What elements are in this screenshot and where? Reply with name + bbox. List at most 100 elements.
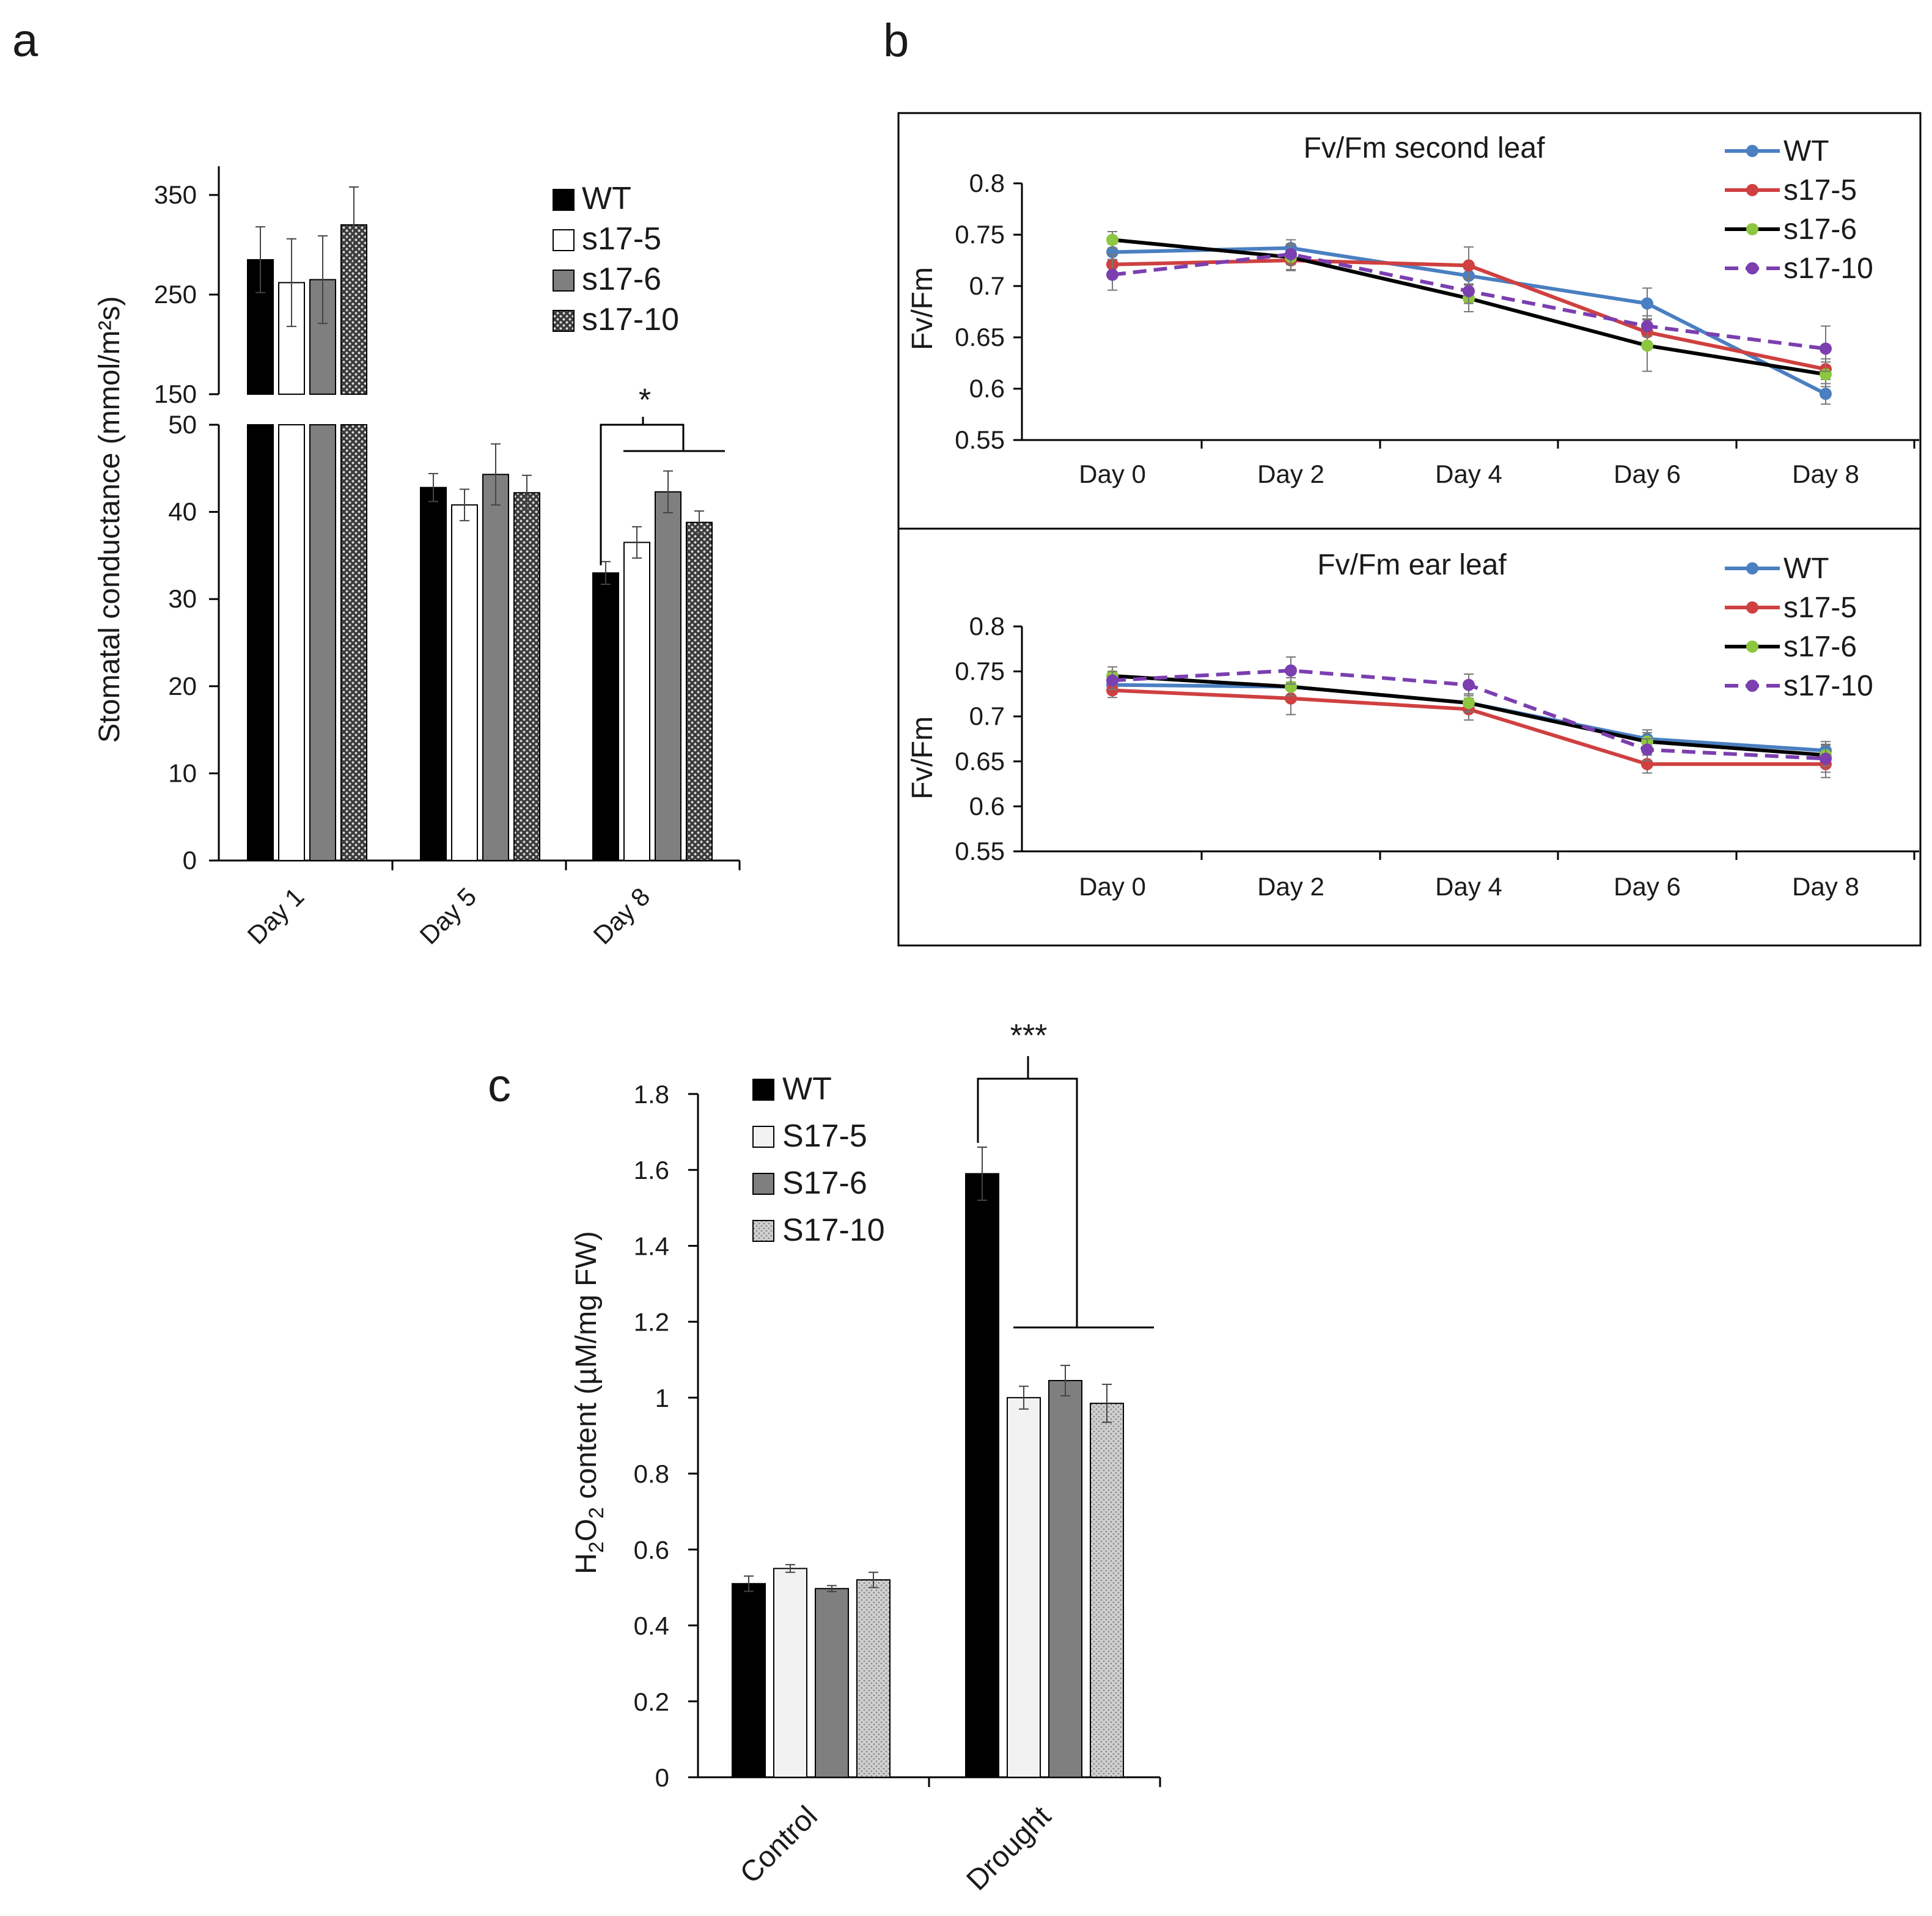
a-bar-s17-6-day-1-lower (309, 424, 336, 861)
b1-x-label-day-4: Day 4 (1435, 460, 1502, 488)
a-x-label-day-5: Day 5 (414, 882, 482, 950)
b2-y-tick-label: 0.75 (955, 657, 1005, 686)
b2-legend-marker-s17-10 (1746, 680, 1758, 692)
b2-x-label-day-4: Day 4 (1435, 872, 1502, 901)
c-x-label-drought: Drought (961, 1800, 1057, 1896)
b1-point-s17-6 (1641, 339, 1653, 352)
c-legend-label-s17-10: S17-10 (782, 1213, 885, 1248)
b1-x-label-day-0: Day 0 (1079, 460, 1146, 488)
a-bar-s17-6-day-8 (655, 491, 681, 861)
c-bar-s17-6-drought (1048, 1379, 1082, 1778)
b1-x-label-day-6: Day 6 (1614, 460, 1681, 488)
c-ylabel-sub2: 2 (585, 1507, 608, 1519)
b1-point-s17-10 (1463, 285, 1475, 298)
a-bar-s17-5-day-5 (451, 504, 478, 861)
chart-a: Stomatal conductance (mmol/m²s) 0 10 20 30 4… (94, 166, 741, 950)
b1-y-axis-label: Fv/Fm (906, 267, 939, 350)
a-errorbar (287, 238, 296, 328)
b2-y-tick-label: 0.55 (955, 837, 1005, 865)
a-y-tick-label: 150 (154, 380, 197, 408)
b1-legend-label-s17-5: s17-5 (1783, 174, 1857, 207)
c-errorbar (785, 1564, 795, 1573)
b1-y-tick-label: 0.6 (969, 374, 1005, 403)
b2-legend-marker-s17-6 (1746, 641, 1758, 653)
b1-y-tick-label: 0.55 (955, 425, 1005, 454)
b1-title: Fv/Fm second leaf (1304, 132, 1545, 164)
b1-point-s17-10 (1820, 342, 1832, 355)
b1-point-wt (1820, 387, 1832, 400)
a-x-label-day-1: Day 1 (242, 882, 310, 950)
a-legend-label-s17-5: s17-5 (582, 221, 661, 257)
a-errorbar (428, 472, 438, 502)
a-significance-marker: * (639, 383, 651, 418)
c-legend-swatch-s17-5 (752, 1126, 774, 1148)
b1-point-s17-5 (1463, 259, 1475, 272)
b1-point-wt (1641, 297, 1653, 310)
c-legend-swatch-s17-10 (752, 1220, 774, 1242)
a-errorbar (349, 186, 359, 263)
b2-x-label-day-2: Day 2 (1257, 872, 1324, 901)
b1-legend-label-s17-6: s17-6 (1783, 213, 1857, 246)
b1-legend-marker-s17-5 (1746, 184, 1758, 196)
b1-legend-label-s17-10: s17-10 (1783, 252, 1873, 285)
b2-x-label-day-0: Day 0 (1079, 872, 1146, 901)
a-errorbar (694, 510, 704, 535)
c-bar-s17-5-drought (1007, 1397, 1041, 1778)
b1-frame (897, 112, 1922, 530)
chart-b-second-leaf: Fv/Fm second leaf Fv/Fm 0.8 0.75 0.7 0.65 0.… (906, 132, 1919, 488)
a-bar-s17-5-day-1-lower (278, 424, 305, 861)
c-bar-wt-drought (965, 1173, 999, 1778)
b2-point-s17-5 (1106, 684, 1118, 697)
a-bar-wt-day-1-lower (247, 424, 274, 861)
a-errorbar (491, 443, 501, 506)
a-bar-wt-day-8 (592, 572, 619, 861)
a-errorbar (318, 235, 328, 325)
b2-y-axis-label: Fv/Fm (906, 716, 939, 799)
a-y-tick-label: 20 (168, 672, 197, 700)
b1-point-s17-10 (1106, 268, 1118, 281)
b1-legend-marker-wt (1746, 145, 1758, 157)
b1-legend-marker-s17-6 (1746, 223, 1758, 235)
b2-y-tick-label: 0.8 (969, 612, 1005, 641)
a-y-tick-label: 10 (168, 758, 197, 787)
a-y-tick-label: 350 (154, 180, 197, 209)
b1-y-tick-label: 0.65 (955, 323, 1005, 351)
c-errorbar (744, 1575, 754, 1592)
b1-legend-marker-s17-10 (1746, 262, 1758, 274)
a-bar-wt-day-5 (420, 486, 447, 861)
a-legend-label-s17-10: s17-10 (582, 302, 679, 337)
a-bar-s17-10-day-8 (686, 521, 713, 861)
a-x-label-day-8: Day 8 (588, 882, 656, 950)
a-errorbar (460, 488, 469, 521)
c-errorbar (1019, 1386, 1029, 1410)
a-y-tick-label: 30 (168, 584, 197, 613)
c-y-tick-label: 0.2 (634, 1687, 669, 1716)
b2-point-s17-10 (1641, 743, 1653, 756)
panel-label-c: c (488, 1060, 511, 1112)
b2-y-tick-label: 0.65 (955, 747, 1005, 776)
a-y-tick-label: 0 (183, 846, 197, 875)
b2-point-s17-10 (1106, 674, 1118, 687)
c-y-tick-label: 0 (655, 1763, 669, 1792)
a-y-tick-label: 250 (154, 280, 197, 309)
c-legend: WT S17-5 S17-6 S17-10 (752, 1071, 885, 1248)
a-errorbar (601, 560, 611, 585)
a-errorbar (663, 470, 673, 514)
a-legend-swatch-s17-6 (553, 270, 575, 292)
b1-legend-label-wt: WT (1783, 135, 1829, 167)
c-y-tick-label: 1.4 (634, 1231, 669, 1260)
b1-point-s17-10 (1285, 248, 1297, 260)
c-bar-s17-10-drought (1090, 1403, 1124, 1778)
c-y-tick-label: 0.4 (634, 1612, 669, 1640)
b2-x-label-day-6: Day 6 (1614, 872, 1681, 901)
c-y-tick-label: 0.8 (634, 1459, 669, 1488)
c-ylabel-sub1: 2 (585, 1541, 608, 1553)
a-bar-s17-6-day-5 (482, 474, 509, 861)
c-legend-swatch-s17-6 (752, 1173, 774, 1195)
a-bar-s17-10-day-5 (513, 492, 540, 861)
c-ylabel-o: O (570, 1519, 603, 1541)
a-legend-swatch-wt (553, 189, 575, 211)
c-bar-s17-6-control (815, 1588, 849, 1778)
a-legend-swatch-s17-10 (553, 310, 575, 332)
